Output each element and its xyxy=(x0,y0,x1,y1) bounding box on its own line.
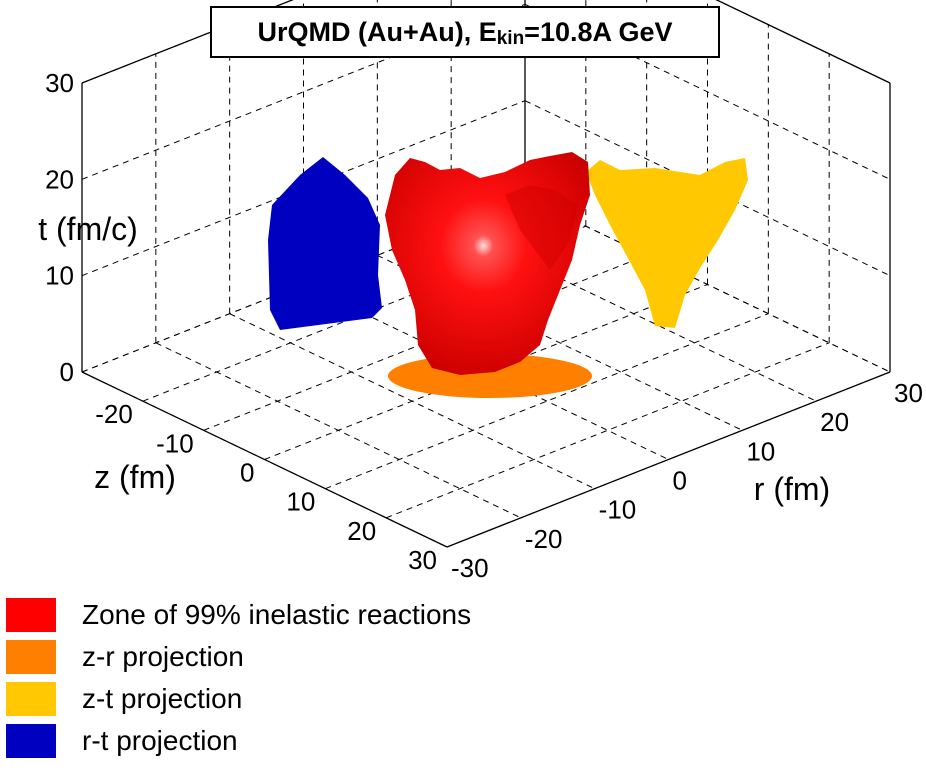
plot-area: -20 -10 0 10 20 30 -30 -20 -10 0 10 20 30 0 10 20 30 z (… xyxy=(38,0,923,583)
tick-labels: -20 -10 0 10 20 30 -30 -20 -10 0 10 20 30 0 10 20 30 xyxy=(45,68,923,583)
axis-box xyxy=(81,0,891,548)
legend-swatch xyxy=(6,598,56,632)
legend-swatch xyxy=(6,724,56,758)
z-tick-label: -10 xyxy=(156,428,194,458)
legend-label: z-t projection xyxy=(82,683,243,714)
z-tick-label: 20 xyxy=(347,516,376,546)
z-tick-label: 10 xyxy=(286,487,315,517)
axis-labels: z (fm) r (fm) t (fm/c) xyxy=(38,211,830,507)
r-tick-label: -10 xyxy=(599,495,637,525)
z-axis-label: z (fm) xyxy=(94,459,176,495)
z-t-projection xyxy=(586,158,748,328)
title-main: UrQMD (Au+Au), E xyxy=(257,16,497,47)
axis-edge-top-left xyxy=(81,0,294,84)
t-axis-label: t (fm/c) xyxy=(38,211,138,247)
legend-item-z-t: z-t projection xyxy=(6,679,242,719)
legend-swatch xyxy=(6,640,56,674)
r-tick-label: 0 xyxy=(673,466,687,496)
z-tick-label: 30 xyxy=(408,545,437,575)
t-tick-label: 10 xyxy=(45,261,74,291)
r-tick-label: 30 xyxy=(894,378,923,408)
gridline-wall-left-horizontal xyxy=(81,100,526,277)
gridline-floor-z xyxy=(325,313,769,490)
t-tick-label: 30 xyxy=(45,68,74,98)
legend-item-r-t: r-t projection xyxy=(6,721,238,761)
r-tick-label: -30 xyxy=(451,553,489,583)
gridline-floor-z xyxy=(385,342,830,519)
r-tick-label: 20 xyxy=(820,407,849,437)
title-subscript: kin xyxy=(496,28,525,49)
legend-label: Zone of 99% inelastic reactions xyxy=(82,599,472,630)
t-tick-label: 20 xyxy=(45,164,74,194)
reaction-zone-shade xyxy=(505,185,578,270)
reaction-zone-surface xyxy=(385,152,590,375)
r-tick-label: 10 xyxy=(746,436,775,466)
axis-edge-z xyxy=(81,371,448,548)
r-tick-label: -20 xyxy=(525,524,563,554)
axis-edge-top-right xyxy=(715,0,891,84)
r-t-projection xyxy=(268,157,382,330)
gridline-wall-right-horizontal xyxy=(524,196,891,373)
legend-swatch xyxy=(6,682,56,716)
z-tick-label: 0 xyxy=(240,458,254,488)
legend-item-z-r: z-r projection xyxy=(6,637,244,677)
title-tail: =10.8A GeV xyxy=(524,16,673,47)
t-tick-label: 0 xyxy=(60,357,74,387)
axis-edge-r xyxy=(446,371,891,548)
legend-label: z-r projection xyxy=(82,641,244,672)
legend-item-zone: Zone of 99% inelastic reactions xyxy=(6,595,471,635)
legend-label: r-t projection xyxy=(82,725,238,756)
r-axis-label: r (fm) xyxy=(754,471,830,507)
z-tick-label: -20 xyxy=(95,399,133,429)
